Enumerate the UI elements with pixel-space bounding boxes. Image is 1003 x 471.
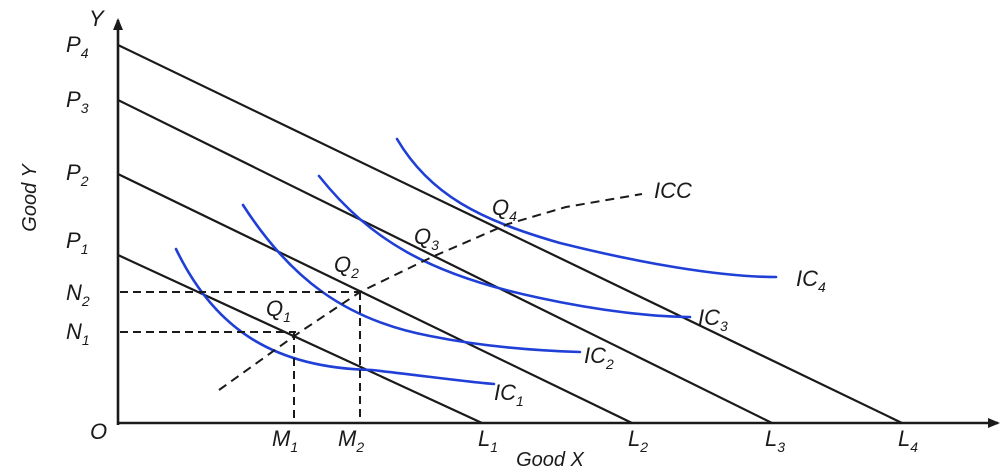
label-q2: Q2 [334,252,359,281]
y-axis-name: Good Y [19,163,41,232]
label-ic1: IC1 [494,380,524,409]
budget-line-p4-l4 [117,44,903,424]
indifference-curve-ic3 [317,174,692,319]
label-p2: P2 [66,160,89,189]
label-n1: N1 [66,319,90,348]
label-icc: ICC [654,178,692,203]
label-p1: P1 [66,228,88,257]
income-consumption-curve [218,193,643,391]
label-l1: L1 [478,426,498,455]
label-ic4: IC4 [796,266,826,295]
label-p4: P4 [66,32,89,61]
y-axis-letter: Y [89,6,105,31]
label-l2: L2 [628,426,648,455]
indifference-curve-ic2 [241,203,582,354]
label-m2: M2 [338,426,364,455]
label-n2: N2 [66,280,90,309]
budget-line-p1-l1 [117,254,483,424]
x-axis-name: Good X [516,449,584,471]
budget-line-p3-l3 [117,99,773,424]
label-q4: Q4 [492,195,517,224]
label-p3: P3 [66,87,89,116]
indifference-curve-ic1 [174,247,496,386]
indifference-curve-ic4 [395,137,778,279]
label-ic2: IC2 [584,343,614,372]
label-q1: Q1 [266,296,291,325]
budget-line-p2-l2 [117,173,633,424]
label-l4: L4 [898,426,918,455]
label-l3: L3 [765,426,785,455]
label-q3: Q3 [414,224,439,253]
label-ic3: IC3 [698,305,728,334]
label-m1: M1 [272,426,298,455]
origin-label: O [90,419,107,444]
